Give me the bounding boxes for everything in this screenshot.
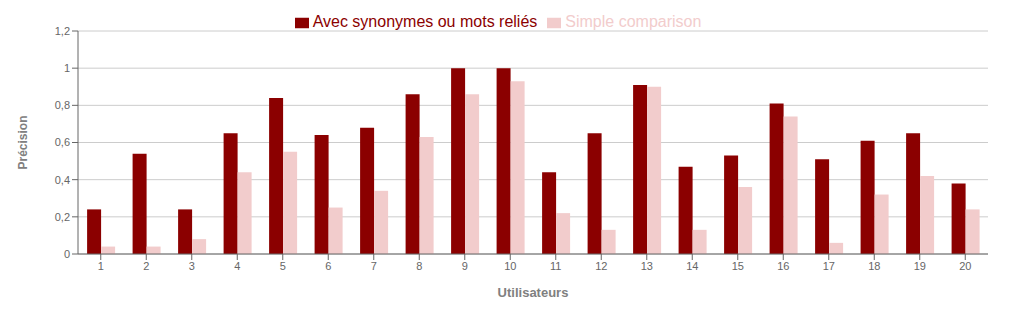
svg-text:1,2: 1,2 [55,25,70,37]
svg-text:9: 9 [462,260,468,272]
svg-text:11: 11 [550,260,561,272]
svg-text:13: 13 [641,260,653,272]
svg-text:10: 10 [504,260,516,272]
svg-text:8: 8 [416,260,422,272]
html-text:Simple comparison: Simple comparison [565,13,702,30]
svg-text:6: 6 [325,260,331,272]
svg-text:Utilisateurs: Utilisateurs [498,285,569,300]
svg-text:2: 2 [143,260,149,272]
svg-text:5: 5 [280,260,286,272]
svg-text:12: 12 [595,260,607,272]
svg-text:7: 7 [371,260,377,272]
svg-text:16: 16 [777,260,789,272]
svg-text:Précision: Précision [16,115,30,169]
svg-text:20: 20 [959,260,971,272]
svg-text:3: 3 [189,260,195,272]
svg-text:0,2: 0,2 [55,211,70,223]
svg-text:4: 4 [234,260,240,272]
svg-text:14: 14 [686,260,698,272]
svg-text:1: 1 [64,62,70,74]
svg-text:17: 17 [823,260,835,272]
svg-text:0,8: 0,8 [55,99,70,111]
svg-text:0,6: 0,6 [55,136,70,148]
svg-text:0: 0 [64,248,70,260]
html-text:Avec synonymes ou mots reliés: Avec synonymes ou mots reliés [312,13,538,30]
svg-text:1: 1 [98,260,104,272]
svg-text:15: 15 [732,260,744,272]
svg-text:0,4: 0,4 [55,174,70,186]
svg-text:19: 19 [914,260,926,272]
svg-text:18: 18 [868,260,880,272]
